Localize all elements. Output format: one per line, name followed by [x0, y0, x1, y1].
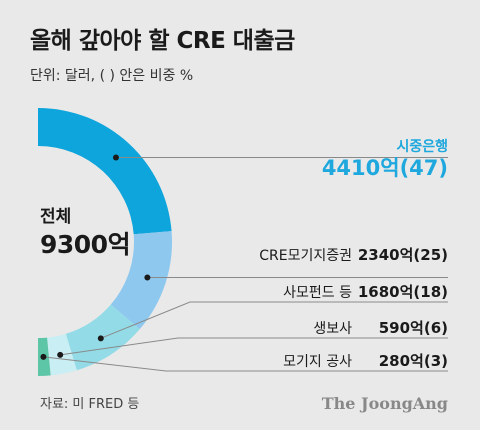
- slice-3-label: 사모펀드 등: [283, 285, 352, 301]
- unit-note: 단위: 달러, ( ) 안은 비중 %: [30, 68, 193, 84]
- slice-5-value: 280억(3): [379, 352, 448, 370]
- slice-5-label: 모기지 공사: [283, 354, 352, 370]
- slice-2-marker: [144, 274, 151, 281]
- slice-4-marker: [57, 351, 64, 358]
- slice-4-value: 590억(6): [379, 319, 448, 337]
- brand-logo: The JoongAng: [322, 394, 448, 413]
- total-value: 9300억: [40, 230, 130, 259]
- slice-1-value: 4410억(47): [322, 156, 448, 180]
- slice-1-arc: [38, 108, 172, 235]
- chart-title: 올해 갚아야 할 CRE 대출금: [30, 28, 295, 54]
- slice-2-label: CRE모기지증권: [259, 248, 352, 264]
- source-note: 자료: 미 FRED 등: [40, 397, 139, 412]
- slice-3-value: 1680억(18): [358, 283, 448, 301]
- slice-5-leader: [43, 356, 448, 372]
- slice-2-arc: [110, 231, 172, 330]
- slice-4-label: 생보사: [313, 321, 352, 337]
- slice-5-marker: [40, 353, 47, 360]
- leader-lines: [40, 154, 448, 372]
- slice-3-marker: [97, 335, 104, 342]
- slice-3-leader: [100, 301, 448, 339]
- slice-4-leader: [60, 337, 448, 356]
- total-label: 전체: [40, 207, 71, 227]
- slice-1-marker: [112, 154, 119, 161]
- slice-2-value: 2340억(25): [358, 246, 448, 264]
- slice-1-label: 시중은행: [396, 139, 448, 155]
